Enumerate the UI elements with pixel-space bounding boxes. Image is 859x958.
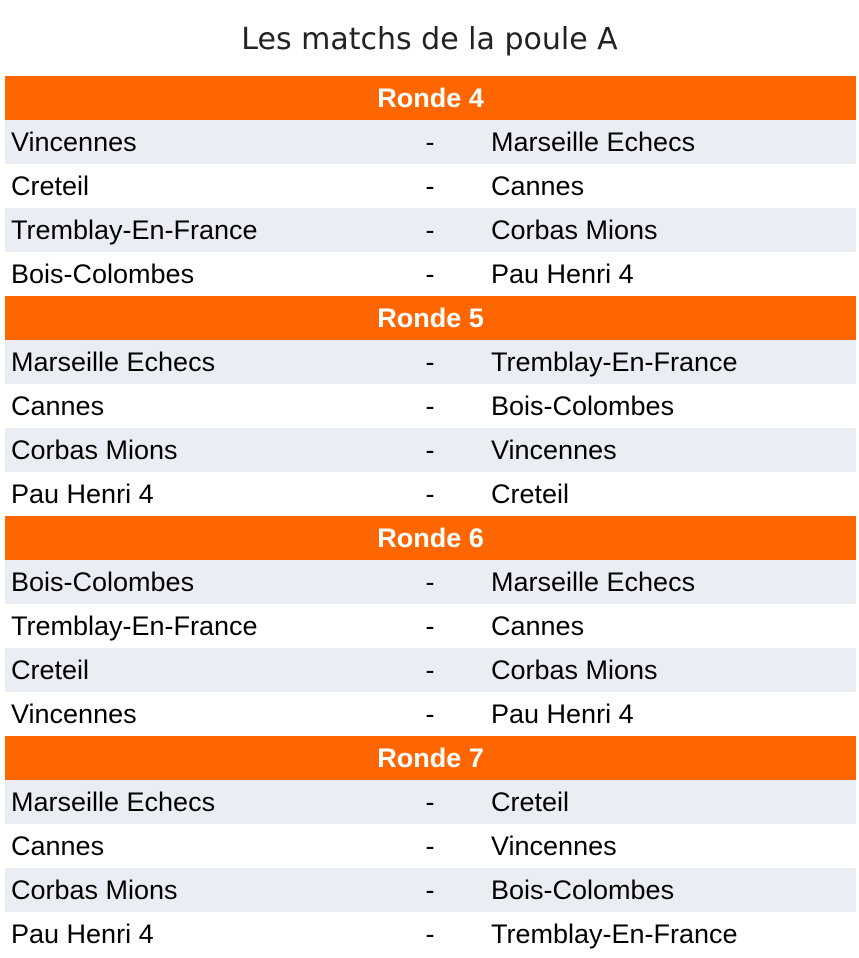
match-row: Corbas Mions - Bois-Colombes [5,868,856,912]
match-row: Marseille Echecs - Tremblay-En-France [5,340,856,384]
round-header: Ronde 6 [5,516,856,560]
away-team: Tremblay-En-France [449,912,856,956]
round-label: Ronde 4 [5,76,856,120]
round-label: Ronde 6 [5,516,856,560]
matches-table: Ronde 4 Vincennes - Marseille Echecs Creteil… [5,76,856,956]
match-row: Bois-Colombes - Pau Henri 4 [5,252,856,296]
home-team: Bois-Colombes [5,560,411,604]
away-team: Bois-Colombes [449,384,856,428]
match-row: Pau Henri 4- Creteil [5,472,856,516]
separator: - [411,428,449,472]
separator: - [411,340,449,384]
round-header: Ronde 7 [5,736,856,780]
separator: - [411,912,449,956]
match-row: Pau Henri 4- Tremblay-En-France [5,912,856,956]
separator: - [411,780,449,824]
match-row: Creteil - Cannes [5,164,856,208]
match-row: Vincennes - Pau Henri 4 [5,692,856,736]
away-team: Creteil [449,780,856,824]
home-team: Pau Henri 4 [5,912,411,956]
away-team: Cannes [449,604,856,648]
match-row: Marseille Echecs - Creteil [5,780,856,824]
away-team: Cannes [449,164,856,208]
separator: - [411,120,449,164]
away-team: Corbas Mions [449,648,856,692]
home-team: Tremblay-En-France [5,208,411,252]
separator: - [411,384,449,428]
away-team: Marseille Echecs [449,560,856,604]
separator: - [411,692,449,736]
separator: - [411,208,449,252]
away-team: Pau Henri 4 [449,692,856,736]
match-row: Creteil - Corbas Mions [5,648,856,692]
home-team: Cannes [5,824,411,868]
round-header: Ronde 5 [5,296,856,340]
home-team: Creteil [5,648,411,692]
page-title: Les matchs de la poule A [241,22,618,57]
away-team: Corbas Mions [449,208,856,252]
home-team: Cannes [5,384,411,428]
separator: - [411,472,449,516]
separator: - [411,868,449,912]
match-row: Tremblay-En-France - Cannes [5,604,856,648]
home-team: Creteil [5,164,411,208]
match-row: Corbas Mions - Vincennes [5,428,856,472]
match-row: Cannes - Bois-Colombes [5,384,856,428]
home-team: Corbas Mions [5,428,411,472]
away-team: Marseille Echecs [449,120,856,164]
separator: - [411,252,449,296]
match-row: Bois-Colombes - Marseille Echecs [5,560,856,604]
separator: - [411,560,449,604]
home-team: Vincennes [5,120,411,164]
round-label: Ronde 5 [5,296,856,340]
away-team: Tremblay-En-France [449,340,856,384]
match-row: Cannes - Vincennes [5,824,856,868]
home-team: Pau Henri 4 [5,472,411,516]
match-row: Vincennes - Marseille Echecs [5,120,856,164]
home-team: Vincennes [5,692,411,736]
round-header: Ronde 4 [5,76,856,120]
home-team: Marseille Echecs [5,780,411,824]
away-team: Vincennes [449,824,856,868]
separator: - [411,164,449,208]
away-team: Pau Henri 4 [449,252,856,296]
home-team: Tremblay-En-France [5,604,411,648]
home-team: Marseille Echecs [5,340,411,384]
away-team: Bois-Colombes [449,868,856,912]
separator: - [411,824,449,868]
match-row: Tremblay-En-France - Corbas Mions [5,208,856,252]
home-team: Bois-Colombes [5,252,411,296]
away-team: Creteil [449,472,856,516]
home-team: Corbas Mions [5,868,411,912]
separator: - [411,648,449,692]
away-team: Vincennes [449,428,856,472]
separator: - [411,604,449,648]
round-label: Ronde 7 [5,736,856,780]
